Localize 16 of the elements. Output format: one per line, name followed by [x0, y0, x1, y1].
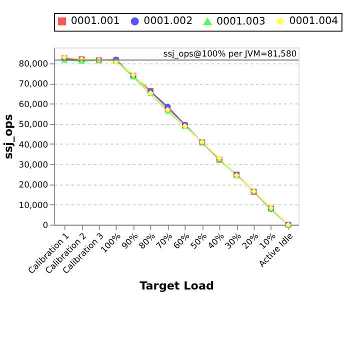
legend-label: 0001.004 — [289, 15, 338, 28]
y-tick-label: 0 — [42, 220, 48, 230]
y-tick-label: 30,000 — [18, 159, 48, 170]
y-tick-label: 40,000 — [18, 139, 48, 150]
y-tick-label: 80,000 — [18, 58, 48, 69]
y-tick-label: 50,000 — [18, 119, 48, 130]
y-tick-label: 10,000 — [18, 200, 48, 210]
y-tick-label: 60,000 — [18, 98, 48, 109]
ref-line-label: ssj_ops@100% per JVM=81,580 — [163, 48, 297, 58]
legend-label: 0001.001 — [70, 15, 120, 28]
legend-label: 0001.002 — [144, 15, 193, 28]
y-axis-title: ssj_ops — [2, 114, 16, 160]
y-tick-label: 20,000 — [18, 180, 48, 190]
legend-label: 0001.003 — [216, 15, 266, 28]
y-tick-label: 70,000 — [18, 78, 48, 89]
x-axis-title: Target Load — [140, 280, 214, 293]
